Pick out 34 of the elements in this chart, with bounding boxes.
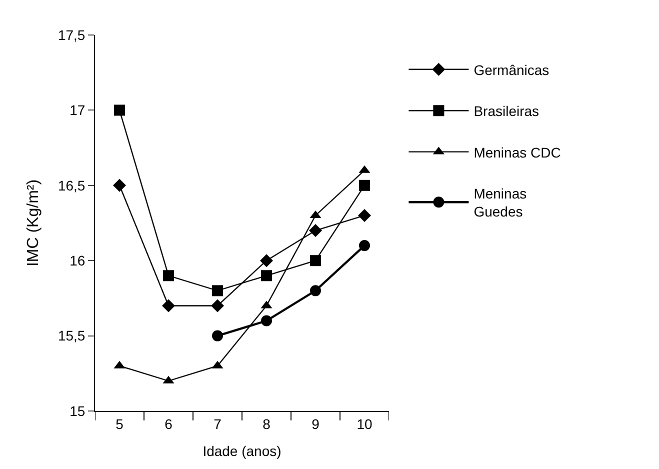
x-axis-title: Idade (anos)	[202, 443, 282, 460]
legend-label: Germânicas	[474, 62, 550, 78]
point	[162, 299, 175, 312]
y-tick-label: 16,5	[58, 177, 86, 194]
y-tick-label: 16	[70, 252, 86, 268]
point	[310, 285, 321, 296]
point	[113, 178, 126, 192]
legend-label: Meninas CDC	[474, 144, 561, 160]
x-tick-label: 7	[214, 416, 222, 432]
x-tick-label: 6	[164, 416, 173, 432]
point	[358, 208, 371, 222]
point	[309, 224, 322, 238]
legend-label: Meninas Guedes	[474, 185, 527, 220]
y-axis-title: IMC (Kg/m²)	[24, 179, 42, 267]
point	[261, 315, 272, 326]
point	[212, 285, 223, 296]
y-tick-label: 17,5	[58, 26, 86, 43]
y-tick-label: 15,5	[58, 328, 86, 344]
y-tick-label: 17	[70, 102, 86, 118]
point	[310, 255, 321, 266]
point	[261, 270, 272, 282]
x-tick-label: 5	[116, 416, 124, 432]
x-tick-label: 9	[312, 416, 320, 432]
point	[260, 254, 273, 268]
y-tick-label: 15	[70, 402, 86, 419]
point	[212, 330, 223, 342]
x-tick-label: 10	[356, 416, 372, 432]
x-tick-label: 8	[262, 416, 271, 432]
point	[163, 270, 174, 282]
point	[359, 180, 370, 191]
legend-label: Brasileiras	[474, 103, 540, 120]
point	[211, 299, 224, 312]
point	[359, 240, 370, 252]
point	[114, 104, 125, 116]
